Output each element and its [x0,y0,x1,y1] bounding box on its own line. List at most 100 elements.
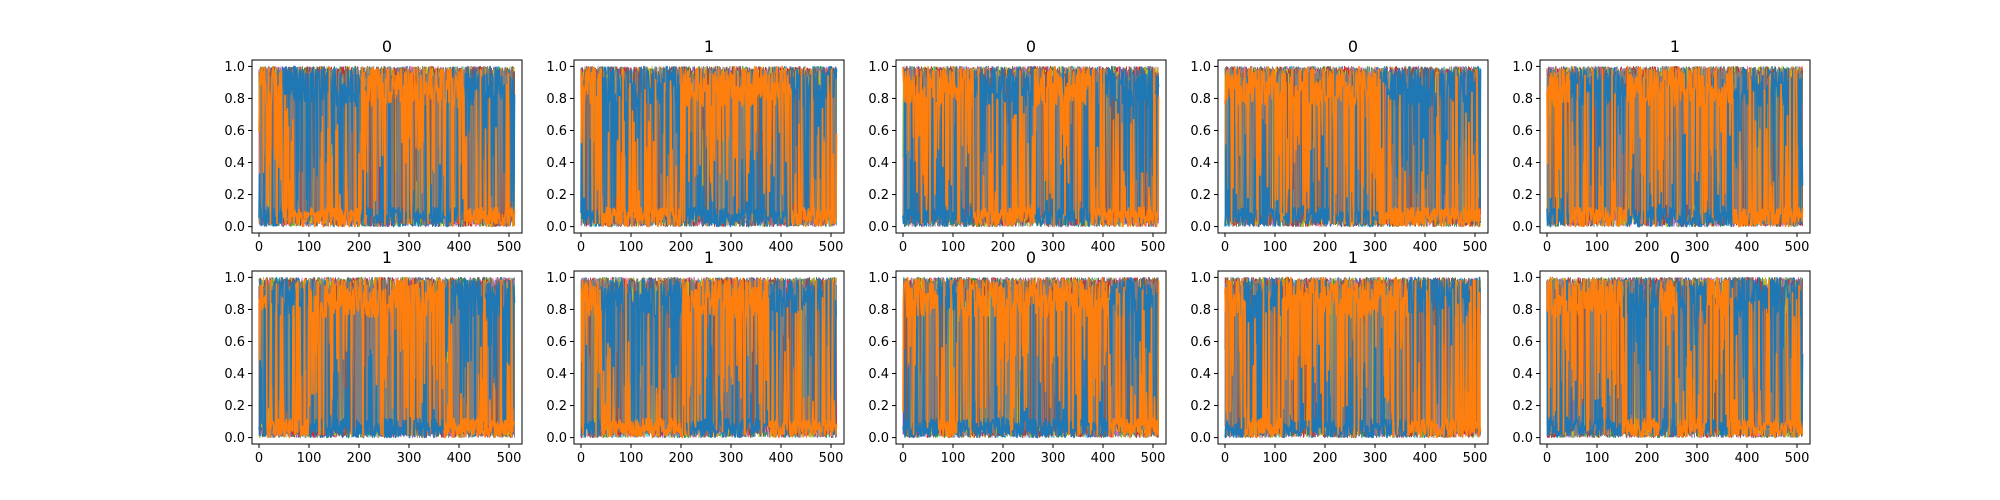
x-tick-label: 400 [1735,240,1760,255]
series-blue [580,277,837,439]
subplot-2: 0 100 200 300 400 500 0.0 0.2 0.4 0.6 0.8 1.0 1 [546,37,845,255]
series-blue [258,65,516,228]
y-tick-label: 0.0 [1190,431,1211,446]
y-tick-label: 0.2 [868,399,889,414]
x-tick-label: 0 [1221,240,1229,255]
series-orange [1224,65,1482,228]
subplot-title: 0 [382,37,392,56]
x-tick-label: 300 [719,240,744,255]
axes-frame [1217,59,1489,234]
x-tick-label: 100 [297,451,322,466]
plot-area [902,276,1160,439]
x-tick-label: 100 [619,451,644,466]
y-tick-label: 0.6 [1190,335,1211,350]
x-tick-label: 200 [1635,451,1660,466]
y-tick-label: 0.8 [546,92,567,107]
x-tick-label: 200 [1313,240,1338,255]
plot-area [580,276,838,439]
series-blue [1224,276,1482,439]
subplot-title: 1 [704,248,714,267]
y-tick-label: 0.0 [868,220,889,235]
y-tick-label: 0.0 [224,220,245,235]
x-tick-label: 100 [1263,451,1288,466]
y-tick-label: 1.0 [224,271,245,286]
x-tick-label: 400 [447,451,472,466]
subplot-6: 0 100 200 300 400 500 0.0 0.2 0.4 0.6 0.8 1.0 1 [224,248,523,466]
y-tick-label: 0.2 [1190,188,1211,203]
y-tick-label: 0.6 [546,124,567,139]
y-tick-label: 0.2 [868,188,889,203]
y-tick-label: 0.2 [1512,188,1533,203]
subplot-10: 0 100 200 300 400 500 0.0 0.2 0.4 0.6 0.8 1.0 0 [1512,248,1811,466]
x-tick-label: 200 [1313,451,1338,466]
series-orange [258,65,516,228]
plot-area [580,65,838,228]
x-tick-label: 500 [819,240,844,255]
y-tick-label: 0.8 [868,303,889,318]
x-tick-label: 300 [397,240,422,255]
x-tick-label: 0 [1543,451,1551,466]
x-tick-label: 300 [1685,240,1710,255]
y-tick-label: 1.0 [1512,60,1533,75]
plot-area [1546,276,1804,439]
axes-frame [573,59,845,234]
series-orange [1224,276,1482,439]
x-tick-label: 400 [447,240,472,255]
axes-frame [251,59,523,234]
x-tick-label: 100 [1585,240,1610,255]
x-tick-label: 500 [497,451,522,466]
axes-frame [895,270,1167,445]
series-orange [580,276,838,439]
subplot-title: 1 [704,37,714,56]
x-tick-label: 300 [1363,240,1388,255]
subplot-title: 0 [1026,37,1036,56]
y-tick-label: 0.0 [1190,220,1211,235]
x-tick-label: 300 [1685,451,1710,466]
y-tick-label: 0.6 [1512,124,1533,139]
series-blue [1546,66,1804,228]
y-tick-label: 1.0 [868,60,889,75]
subplot-4: 0 100 200 300 400 500 0.0 0.2 0.4 0.6 0.8 1.0 0 [1190,37,1489,255]
y-tick-label: 0.0 [224,431,245,446]
subplot-title: 0 [1670,248,1680,267]
y-tick-label: 0.0 [868,431,889,446]
x-tick-label: 400 [1735,451,1760,466]
x-tick-label: 400 [1091,451,1116,466]
subplot-7: 0 100 200 300 400 500 0.0 0.2 0.4 0.6 0.8 1.0 1 [546,248,845,466]
y-tick-label: 1.0 [1190,60,1211,75]
y-tick-label: 0.4 [868,156,889,171]
subplot-title: 0 [1348,37,1358,56]
x-tick-label: 500 [1463,240,1488,255]
x-tick-label: 100 [941,240,966,255]
x-tick-label: 0 [577,240,585,255]
x-tick-label: 500 [1141,451,1166,466]
plot-area [1546,65,1804,228]
y-tick-label: 0.0 [546,220,567,235]
y-tick-label: 0.8 [868,92,889,107]
series-orange [902,276,1160,439]
x-tick-label: 500 [497,240,522,255]
subplot-5: 0 100 200 300 400 500 0.0 0.2 0.4 0.6 0.8 1.0 1 [1512,37,1811,255]
x-tick-label: 200 [1635,240,1660,255]
series-orange [902,66,1160,228]
x-tick-label: 300 [719,451,744,466]
x-tick-label: 0 [899,240,907,255]
x-tick-label: 200 [347,451,372,466]
axes-frame [573,270,845,445]
y-tick-label: 0.8 [224,303,245,318]
series-orange [1546,276,1804,439]
y-tick-label: 0.4 [868,367,889,382]
y-tick-label: 0.4 [1190,367,1211,382]
plot-area [1224,65,1482,228]
series-orange [258,276,516,439]
subplot-title: 1 [382,248,392,267]
series-blue [258,276,516,439]
y-tick-label: 0.0 [546,431,567,446]
plot-area [258,65,516,228]
x-tick-label: 400 [769,451,794,466]
subplot-1: 0 100 200 300 400 500 0.0 0.2 0.4 0.6 0.8 1.0 0 [224,37,523,255]
y-tick-label: 0.6 [868,124,889,139]
x-tick-label: 200 [991,240,1016,255]
x-tick-label: 100 [941,451,966,466]
